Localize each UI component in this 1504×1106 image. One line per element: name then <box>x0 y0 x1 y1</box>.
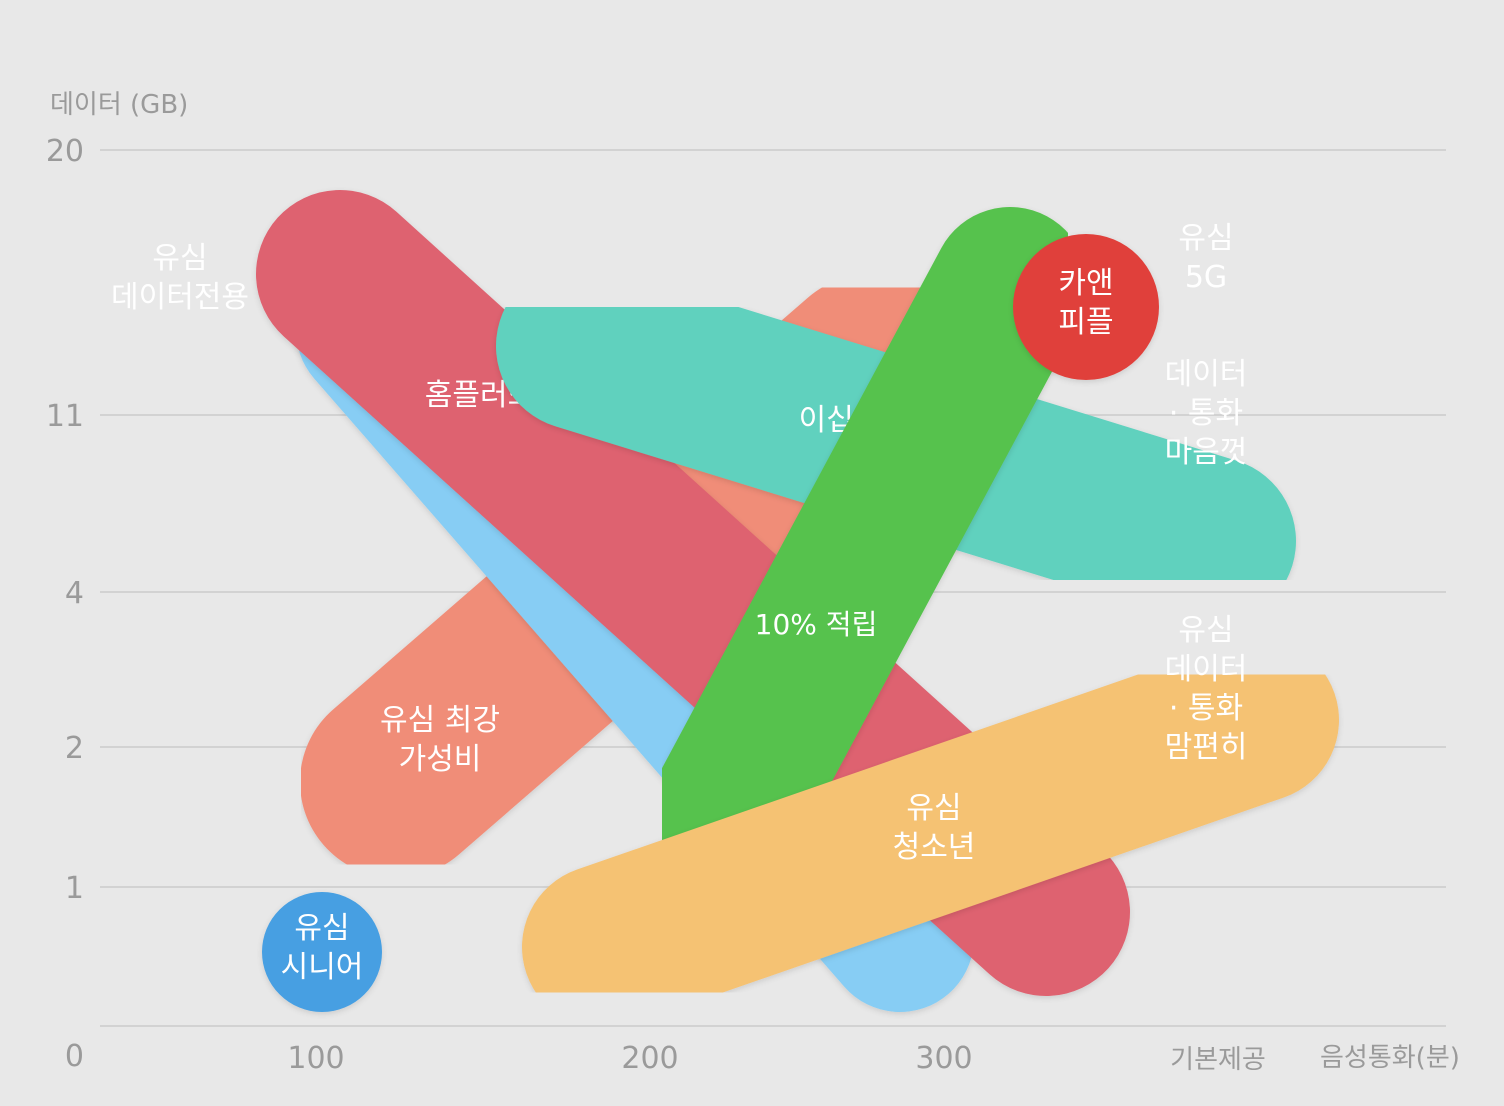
y-axis-title: 데이터 (GB) <box>50 90 188 120</box>
y-tick-labels: 20 11 4 2 1 0 <box>46 134 84 1074</box>
plan-label: 5G <box>1185 260 1227 295</box>
plan-label: 데이터전용 <box>111 280 249 315</box>
x-tick-label: 기본제공 <box>1170 1045 1266 1075</box>
plan-label: 피플 <box>1058 305 1113 340</box>
plan-label: 데이터 <box>1165 652 1248 687</box>
plan-label: · 통화 <box>1169 396 1243 431</box>
y-tick-label: 0 <box>65 1039 84 1074</box>
plan-label: 10% 적립 <box>755 608 878 641</box>
plan-pill: 유심 5G <box>1120 150 1292 370</box>
plan-bubble <box>262 892 382 1012</box>
plan-label: 카앤 <box>1058 266 1113 301</box>
plan-bubble <box>1013 234 1159 380</box>
plan-pill: 10% 적립 <box>642 207 1088 903</box>
y-tick-label: 4 <box>65 576 84 611</box>
y-tick-label: 2 <box>65 731 84 766</box>
plan-label: · 통화 <box>1169 691 1243 726</box>
plan-label: 맘편히 <box>1165 730 1248 765</box>
plan-label: 유심 <box>152 241 207 276</box>
plan-label: 시니어 <box>281 950 364 985</box>
plan-label: 청소년 <box>893 830 976 865</box>
x-tick-label: 300 <box>915 1041 972 1076</box>
x-tick-label: 200 <box>621 1041 678 1076</box>
y-tick-label: 20 <box>46 134 84 169</box>
plan-bar <box>642 207 1088 903</box>
y-tick-label: 11 <box>46 399 84 434</box>
plan-label: 유심 최강 <box>380 703 500 738</box>
plan-label: 유심 <box>906 791 961 826</box>
x-axis-title: 음성통화(분) <box>1320 1043 1460 1073</box>
plan-label: 가성비 <box>399 742 482 777</box>
x-tick-labels: 100 200 300 기본제공 <box>287 1041 1265 1076</box>
plan-label: 마음껏 <box>1165 435 1248 470</box>
plan-label: 유심 <box>1178 221 1233 256</box>
plan-label: 유심 <box>1178 613 1233 648</box>
x-tick-label: 100 <box>287 1041 344 1076</box>
plan-label: 유심 <box>294 911 349 946</box>
y-tick-label: 1 <box>65 871 84 906</box>
